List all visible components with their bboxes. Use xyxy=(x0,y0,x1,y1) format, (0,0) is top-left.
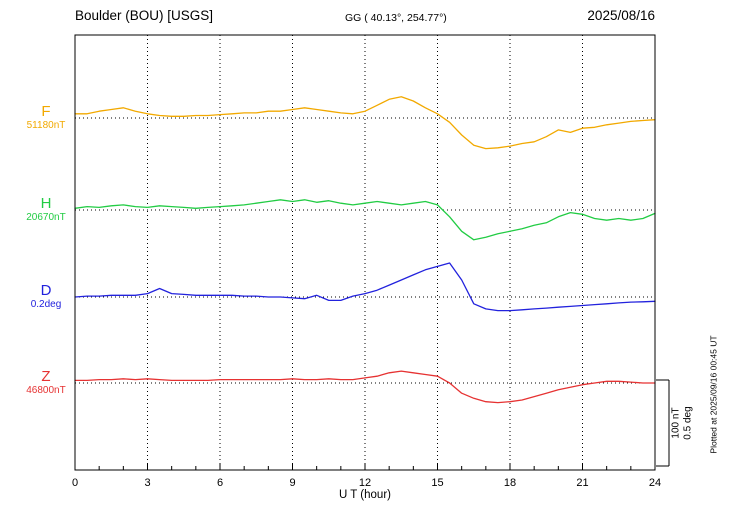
channel-label-H: H 20670nT xyxy=(10,196,82,224)
baseline-dotted-lines xyxy=(75,117,655,384)
date-label: 2025/08/16 xyxy=(587,8,655,23)
svg-text:15: 15 xyxy=(431,477,443,489)
scale-label-nt: 100 nT xyxy=(670,407,682,439)
channel-value-H: 20670nT xyxy=(26,212,66,223)
svg-text:24: 24 xyxy=(649,477,661,489)
channel-traces xyxy=(74,96,656,404)
scale-bracket xyxy=(656,379,670,467)
svg-text:0: 0 xyxy=(72,477,78,489)
plot-frame xyxy=(74,34,656,471)
station-title: Boulder (BOU) [USGS] xyxy=(75,8,214,23)
channel-letter-D: D xyxy=(40,282,52,299)
gridlines xyxy=(74,35,656,470)
channel-value-Z: 46800nT xyxy=(26,385,66,396)
channel-letter-F: F xyxy=(41,103,51,120)
channel-label-Z: Z 46800nT xyxy=(10,369,82,397)
svg-text:21: 21 xyxy=(576,477,588,489)
svg-text:12: 12 xyxy=(359,477,371,489)
svg-text:3: 3 xyxy=(144,477,150,489)
gg-coordinates: GG ( 40.13°, 254.77°) xyxy=(345,12,447,24)
channel-value-D: 0.2deg xyxy=(30,299,62,310)
scale-label-deg: 0.5 deg xyxy=(682,406,694,440)
channel-letter-H: H xyxy=(40,195,52,212)
x-tick-labels: 0 3 6 9 12 15 18 21 24 xyxy=(72,477,661,489)
channel-label-F: F 51180nT xyxy=(10,104,82,132)
svg-text:9: 9 xyxy=(289,477,295,489)
channel-value-F: 51180nT xyxy=(26,120,66,131)
channel-letter-Z: Z xyxy=(41,368,51,385)
channel-label-D: D 0.2deg xyxy=(10,283,82,311)
svg-text:6: 6 xyxy=(217,477,223,489)
svg-text:18: 18 xyxy=(504,477,516,489)
plotted-at-label: Plotted at 2025/09/16 00:45 UT xyxy=(708,335,719,454)
x-axis-label: U T (hour) xyxy=(339,489,391,501)
